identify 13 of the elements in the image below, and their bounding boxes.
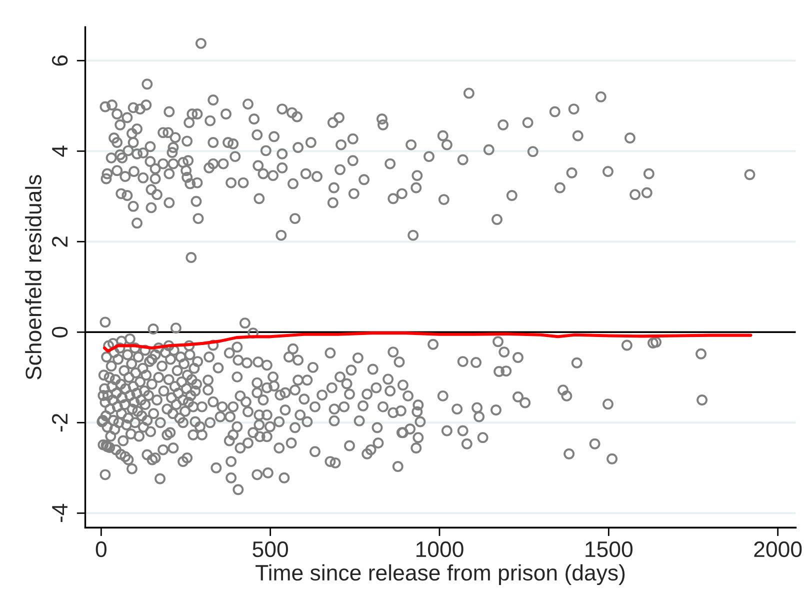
y-tick-label: 0: [52, 326, 68, 338]
x-tick-label: 2000: [754, 541, 802, 558]
y-axis-title: Schoenfeld residuals: [25, 175, 42, 380]
x-tick-label: 0: [96, 541, 106, 558]
x-axis-title: Time since release from prison (days): [256, 564, 625, 586]
y-tick-label: -4: [52, 504, 68, 522]
x-tick-label: 1500: [586, 541, 633, 558]
y-tick-label: 6: [52, 55, 68, 66]
y-tick-label: 4: [52, 146, 68, 157]
y-tick-label: 2: [52, 236, 68, 247]
x-tick-label: 500: [252, 541, 288, 558]
x-tick-label: 1000: [416, 541, 464, 558]
y-tick-label: -2: [52, 414, 68, 432]
